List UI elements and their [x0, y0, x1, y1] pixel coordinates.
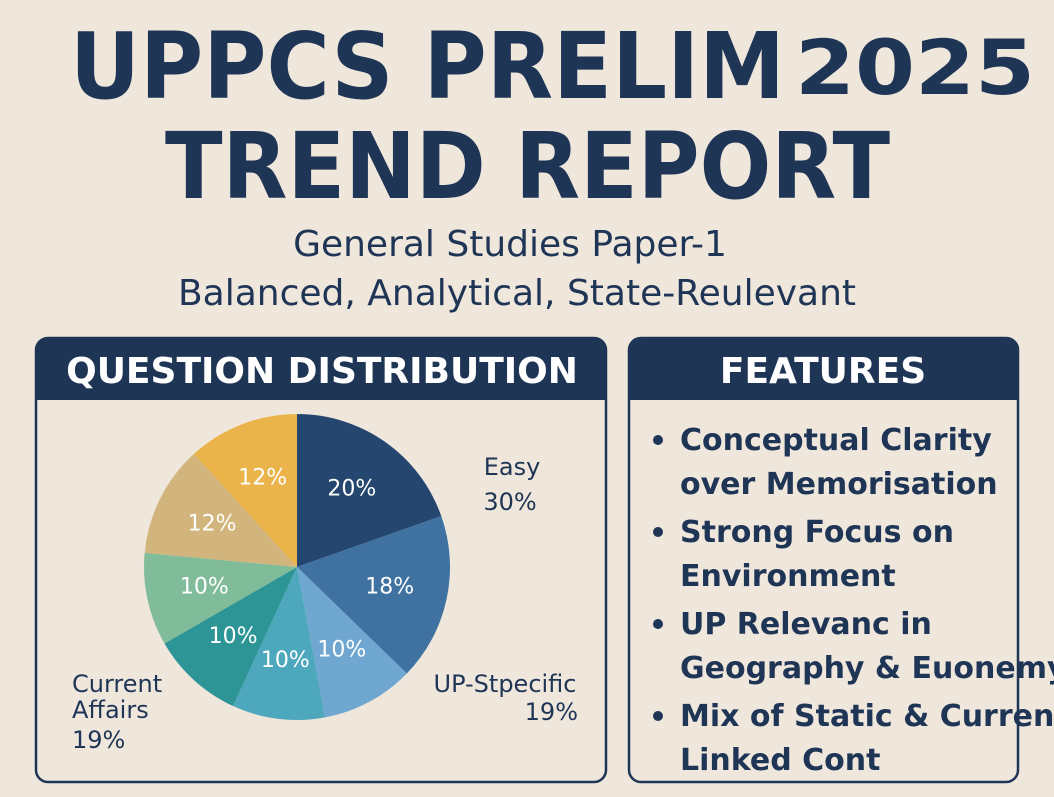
slice-label: 10%	[317, 638, 366, 663]
annotation: Current Affairs	[72, 670, 162, 724]
panel-header	[36, 338, 606, 400]
subtitle: General Studies Paper-1	[293, 224, 727, 265]
slice-label: 20%	[327, 477, 376, 502]
panel-header	[629, 338, 1018, 400]
annotation: UP-Stpecific	[434, 670, 577, 698]
subtitle: Balanced, Analytical, State-Reulevant	[178, 273, 856, 314]
pie-slice	[164, 567, 297, 706]
feature-text: over Memorisation	[680, 467, 998, 502]
feature-text: UP Relevanc in	[680, 607, 932, 642]
feature-text: Environment	[680, 559, 896, 594]
title: TREND REPORT	[165, 113, 890, 220]
bullet	[653, 619, 663, 629]
feature-text: Geography & Euonemy	[680, 651, 1054, 686]
feature-text: Linked Cont	[680, 743, 881, 778]
annotation-value: 19%	[525, 698, 578, 726]
pie-slice	[297, 567, 407, 718]
bullet	[653, 711, 663, 721]
slice-label: 10%	[209, 624, 258, 649]
pie-slice	[297, 516, 450, 674]
slice-label: 12%	[188, 512, 237, 537]
title: UPPCS PRELIM	[70, 13, 785, 120]
pie-slice	[144, 552, 297, 644]
bullet	[653, 527, 663, 537]
pie-slice	[193, 414, 297, 567]
feature-text: Strong Focus on	[680, 515, 954, 550]
feature-text: Conceptual Clarity	[680, 423, 992, 458]
pie-slice	[144, 453, 297, 567]
panel-title: QUESTION DISTRIBUTION	[66, 351, 578, 392]
slice-label: 10%	[261, 648, 310, 673]
annotation-value: 30%	[483, 488, 536, 516]
title-year: 2025	[795, 23, 1035, 112]
panel-title: FEATURES	[720, 351, 926, 392]
pie-slice	[297, 414, 442, 567]
pie-slice	[233, 567, 326, 721]
bullet	[653, 435, 663, 445]
slice-label: 12%	[238, 466, 287, 491]
slice-label: 10%	[180, 574, 229, 599]
slice-label: 18%	[365, 574, 414, 599]
annotation-value: 19%	[72, 726, 125, 754]
annotation: Easy	[484, 453, 541, 481]
feature-text: Mix of Static & Current-	[680, 699, 1054, 734]
